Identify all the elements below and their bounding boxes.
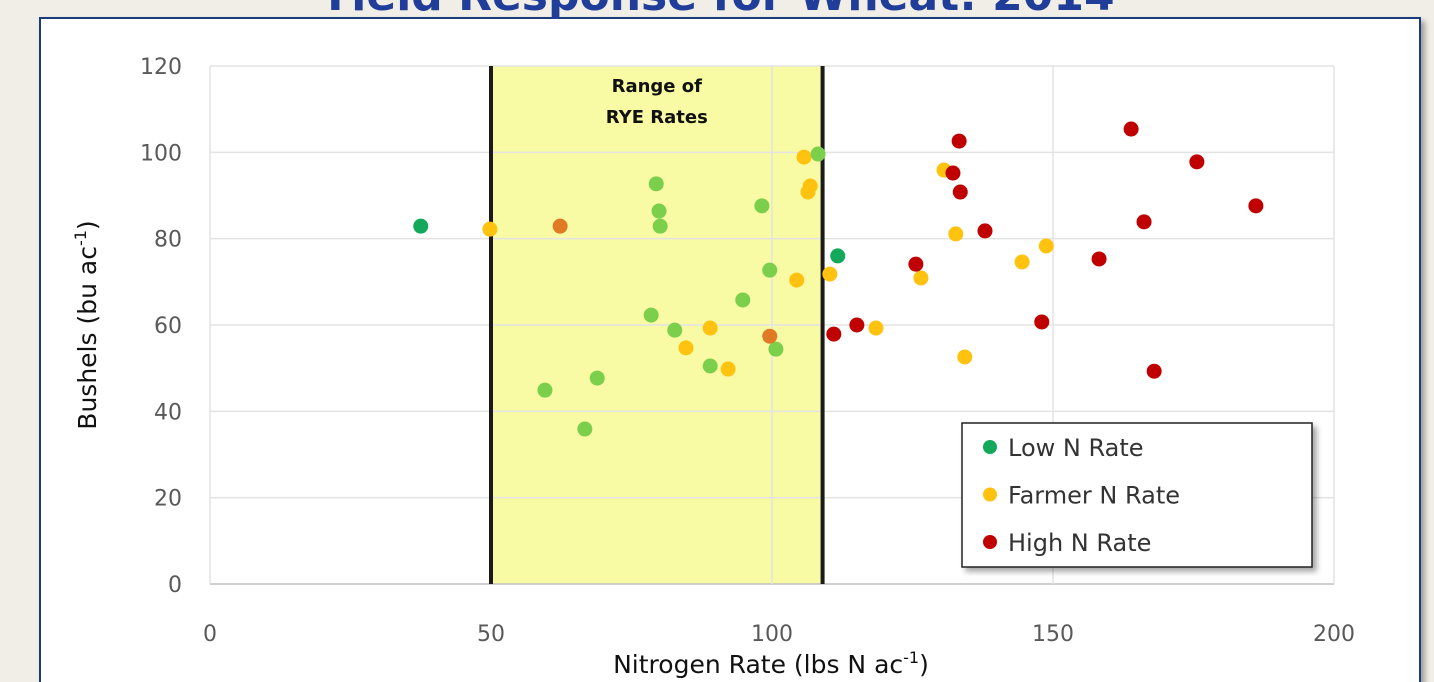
point (1189, 154, 1205, 170)
y-tick-label: 0 (168, 573, 182, 598)
y-tick-label: 40 (154, 400, 182, 425)
legend-box (961, 422, 1313, 568)
point (754, 198, 770, 214)
point (643, 307, 659, 323)
x-axis-label: Nitrogen Rate (lbs N ac-1) (613, 648, 929, 679)
point (1038, 238, 1054, 254)
point (1014, 254, 1030, 270)
point (913, 270, 929, 286)
point (868, 320, 884, 336)
point (577, 421, 593, 437)
y-axis-label: Bushels (bu ac-1) (71, 220, 102, 429)
chart-title: Yield Response for Wheat: 2014 (318, 0, 1114, 21)
point (1136, 214, 1152, 230)
point (826, 326, 842, 342)
point (702, 320, 718, 336)
y-tick-label: 20 (154, 487, 182, 512)
y-label-end: ) (73, 220, 102, 230)
point (552, 218, 568, 234)
point (800, 184, 816, 200)
legend-label: Low N Rate (1008, 434, 1144, 462)
point (720, 361, 736, 377)
point (537, 382, 553, 398)
point (768, 341, 784, 357)
point (648, 176, 664, 192)
x-label-end: ) (919, 650, 929, 679)
point (948, 226, 964, 242)
point (952, 184, 968, 200)
point (849, 317, 865, 333)
point (1091, 251, 1107, 267)
x-tick-label: 0 (203, 622, 217, 647)
point (822, 266, 838, 282)
point (762, 262, 778, 278)
point (1123, 121, 1139, 137)
x-tick-label: 200 (1313, 622, 1355, 647)
point (651, 203, 667, 219)
y-tick-label: 120 (140, 55, 182, 80)
point (789, 272, 805, 288)
point (1146, 363, 1162, 379)
x-label-sup: -1 (903, 648, 919, 667)
point (413, 218, 429, 234)
legend-label: Farmer N Rate (1008, 482, 1180, 510)
point (735, 292, 751, 308)
y-label-sup: -1 (71, 230, 90, 246)
legend-marker (983, 487, 997, 502)
legend-label: High N Rate (1008, 529, 1151, 557)
y-tick-label: 60 (154, 314, 182, 339)
point (702, 358, 718, 374)
point (667, 322, 683, 338)
y-label-text: Bushels (bu ac (73, 246, 102, 430)
band-label: Range of (612, 76, 703, 97)
point (482, 221, 498, 237)
plot-area: 0 20 40 60 80 100 120 0 50 100 150 200 Range of RYE R… (140, 55, 1355, 647)
x-label-text: Nitrogen Rate (lbs N ac (613, 650, 903, 679)
point (796, 149, 812, 165)
point (908, 256, 924, 272)
point (1248, 198, 1264, 214)
point (951, 133, 967, 149)
y-tick-label: 100 (140, 141, 182, 166)
point (957, 349, 973, 365)
point (652, 218, 668, 234)
legend-marker (983, 440, 997, 454)
point (589, 370, 605, 386)
x-tick-label: 100 (751, 622, 793, 647)
y-tick-label: 80 (154, 228, 182, 253)
legend: Low N Rate Farmer N Rate High N Rate (961, 422, 1313, 568)
x-tick-label: 50 (477, 622, 505, 647)
point (1034, 314, 1050, 330)
point (977, 223, 993, 239)
point (945, 165, 961, 181)
legend-marker (983, 535, 997, 549)
x-tick-label: 150 (1032, 622, 1074, 647)
point (762, 328, 778, 344)
point (678, 340, 694, 356)
point (830, 248, 846, 264)
band-label: RYE Rates (606, 107, 708, 128)
point (810, 146, 826, 162)
